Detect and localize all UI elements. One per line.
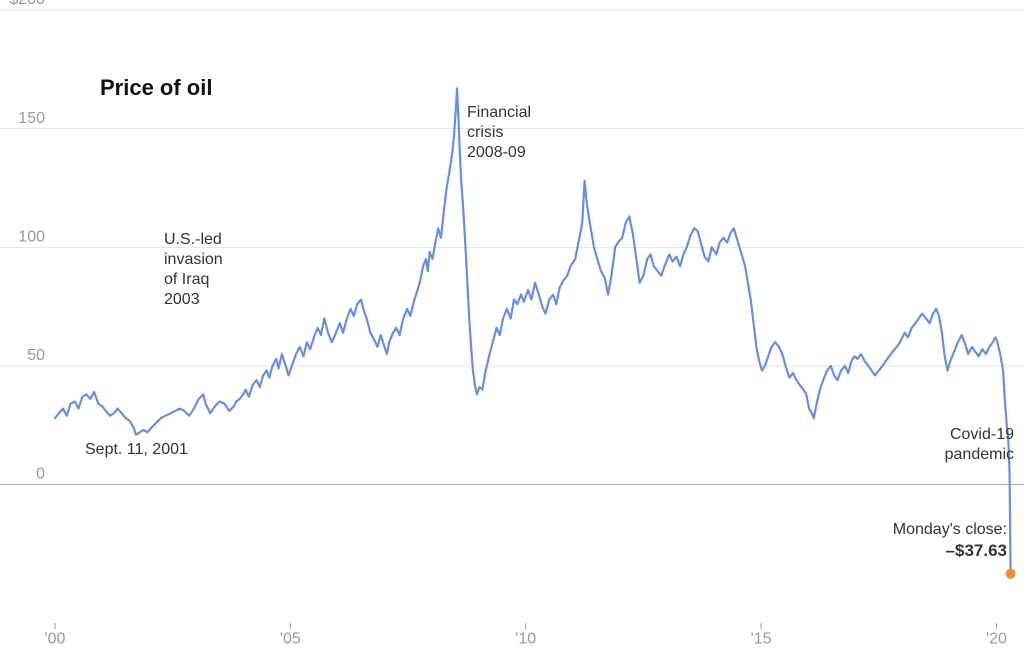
x-axis-label: '15 (751, 630, 772, 647)
y-axis-label: 0 (36, 466, 45, 483)
oil-price-chart: 0 50 100 150 $200 '00 '05 '10 '15 '20 Price of oi… (0, 0, 1024, 655)
x-axis-label: '20 (986, 630, 1007, 647)
y-axis-label: 100 (18, 228, 45, 245)
annotation-fincrisis: Financialcrisis2008-09 (467, 103, 531, 163)
annotation-close-value: –$37.63 (946, 540, 1007, 561)
annotation-close-label: Monday's close: (893, 520, 1007, 540)
x-axis-label: '00 (45, 630, 66, 647)
chart-title: Price of oil (100, 75, 212, 101)
annotation-iraq: U.S.-ledinvasionof Iraq2003 (164, 230, 223, 310)
x-axis-label: '05 (280, 630, 301, 647)
end-marker (1006, 569, 1016, 579)
x-axis-label: '10 (515, 630, 536, 647)
annotation-sept11: Sept. 11, 2001 (85, 440, 188, 460)
annotation-covid: Covid-19pandemic (945, 425, 1014, 465)
y-axis-label: 150 (18, 110, 45, 127)
y-axis-label: $200 (9, 0, 45, 8)
y-axis-label: 50 (27, 347, 45, 364)
